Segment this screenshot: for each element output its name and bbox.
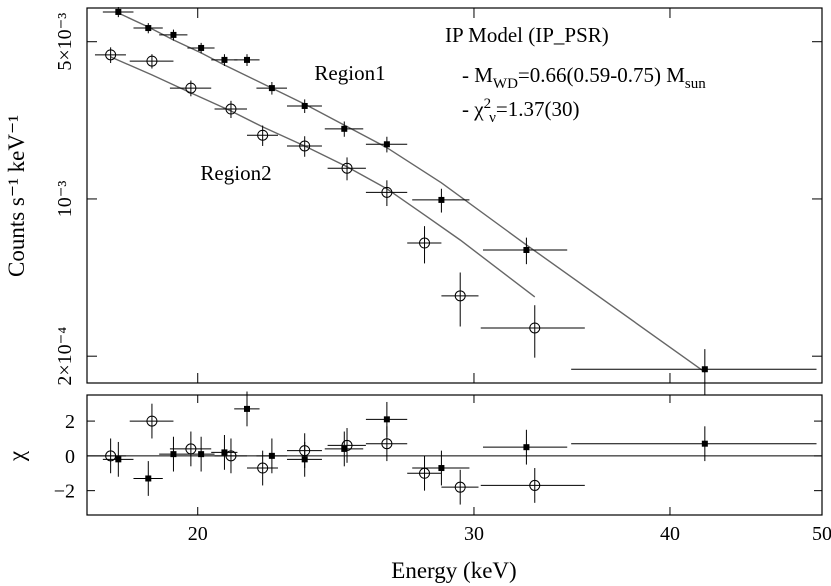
- marker: [146, 415, 158, 427]
- marker: [185, 443, 197, 455]
- marker: [383, 141, 390, 148]
- marker: [381, 438, 393, 450]
- marker: [185, 82, 197, 94]
- x-tick-label: 20: [188, 523, 208, 545]
- marker: [225, 103, 237, 115]
- marker: [454, 290, 466, 302]
- marker: [115, 456, 122, 463]
- marker: [341, 439, 353, 451]
- text-part: - M: [462, 63, 493, 87]
- marker: [243, 405, 250, 412]
- residual-y-label: χ: [4, 450, 29, 462]
- marker: [529, 479, 541, 491]
- marker: [381, 186, 393, 198]
- marker: [341, 445, 348, 452]
- marker: [701, 366, 708, 373]
- marker: [170, 31, 177, 38]
- y-tick-label: 5×10⁻³: [54, 13, 76, 71]
- marker: [419, 237, 431, 249]
- x-tick-label: 50: [812, 523, 831, 545]
- series-label: Region1: [314, 61, 385, 85]
- marker: [257, 462, 269, 474]
- marker: [701, 440, 708, 447]
- marker: [529, 322, 541, 334]
- subscript: WD: [493, 76, 518, 92]
- x-tick-label: 40: [660, 523, 680, 545]
- marker: [198, 44, 205, 51]
- marker: [268, 452, 275, 459]
- marker: [419, 467, 431, 479]
- marker: [105, 450, 117, 462]
- marker: [299, 140, 311, 152]
- top-frame: [86, 7, 823, 384]
- model-line: [110, 56, 536, 298]
- text-part: - χ: [462, 97, 484, 121]
- marker: [221, 56, 228, 63]
- y-tick-label: 10⁻³: [54, 181, 76, 218]
- annotation-mass: - MWD=0.66(0.59-0.75) Msun: [462, 63, 706, 92]
- marker: [438, 196, 445, 203]
- marker: [268, 85, 275, 92]
- y-tick-label: −2: [54, 481, 75, 503]
- marker: [145, 475, 152, 482]
- marker: [225, 450, 237, 462]
- marker: [301, 102, 308, 109]
- annotation-chi2: - χ2 ν=1.37(30): [462, 96, 579, 126]
- marker: [341, 162, 353, 174]
- marker: [299, 445, 311, 457]
- marker: [454, 481, 466, 493]
- x-axis-label: Energy (keV): [391, 558, 516, 583]
- y-tick-label: 2: [65, 411, 75, 433]
- marker: [105, 49, 117, 61]
- subscript: ν: [489, 110, 496, 126]
- y-tick-label: 0: [65, 446, 75, 468]
- superscript: 2: [484, 96, 492, 112]
- text-part: =0.66(0.59-0.75) M: [518, 63, 685, 87]
- marker: [438, 465, 445, 472]
- subscript: sun: [685, 76, 706, 92]
- marker: [146, 55, 158, 67]
- annotation-title: IP Model (IP_PSR): [445, 23, 609, 47]
- text-part: =1.37(30): [496, 97, 580, 121]
- y-tick-label: 2×10⁻⁴: [54, 327, 76, 386]
- marker: [257, 129, 269, 141]
- marker: [523, 247, 530, 254]
- marker: [198, 451, 205, 458]
- marker: [341, 125, 348, 132]
- marker: [221, 449, 228, 456]
- marker: [243, 56, 250, 63]
- y-axis-label: Counts s⁻¹ keV⁻¹: [4, 115, 29, 277]
- marker: [115, 8, 122, 15]
- marker: [523, 444, 530, 451]
- marker: [145, 25, 152, 32]
- series-label: Region2: [200, 161, 271, 185]
- bottom-frame: [86, 394, 823, 516]
- marker: [383, 416, 390, 423]
- x-tick-label: 30: [464, 523, 484, 545]
- marker: [170, 451, 177, 458]
